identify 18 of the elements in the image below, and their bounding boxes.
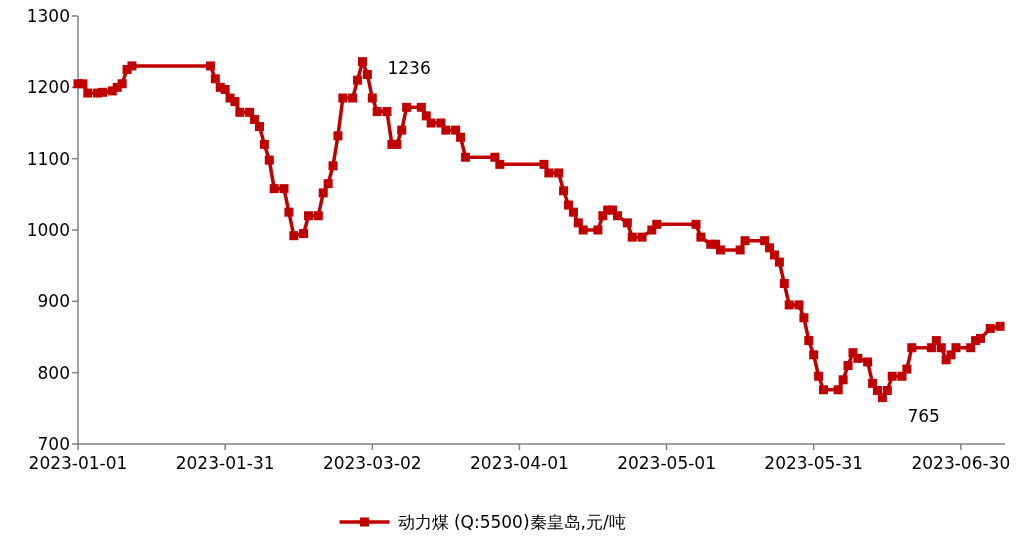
x-tick-label: 2023-03-02 — [322, 453, 422, 473]
x-tick-label: 2023-01-01 — [28, 453, 128, 473]
y-tick-label: 1000 — [26, 220, 70, 240]
y-tick-label: 1300 — [26, 6, 70, 26]
x-tick-label: 2023-05-31 — [764, 453, 864, 473]
y-tick-label: 1100 — [26, 148, 70, 169]
x-tick-label: 2023-05-01 — [617, 453, 716, 473]
x-tick-label: 2023-06-30 — [911, 453, 1011, 473]
x-tick-label: 2023-01-31 — [175, 453, 275, 473]
x-tick-label: 2023-04-01 — [470, 453, 569, 473]
legend: 动力煤 (Q:5500)秦皇岛,元/吨 — [339, 512, 626, 532]
annotation: 1236 — [387, 57, 431, 78]
y-tick-label: 1200 — [26, 77, 70, 98]
annotation: 765 — [907, 405, 940, 426]
y-tick-label: 900 — [37, 291, 70, 312]
legend-label: 动力煤 (Q:5500)秦皇岛,元/吨 — [397, 512, 626, 532]
y-tick-label: 700 — [37, 434, 70, 454]
y-tick-label: 800 — [37, 362, 70, 383]
